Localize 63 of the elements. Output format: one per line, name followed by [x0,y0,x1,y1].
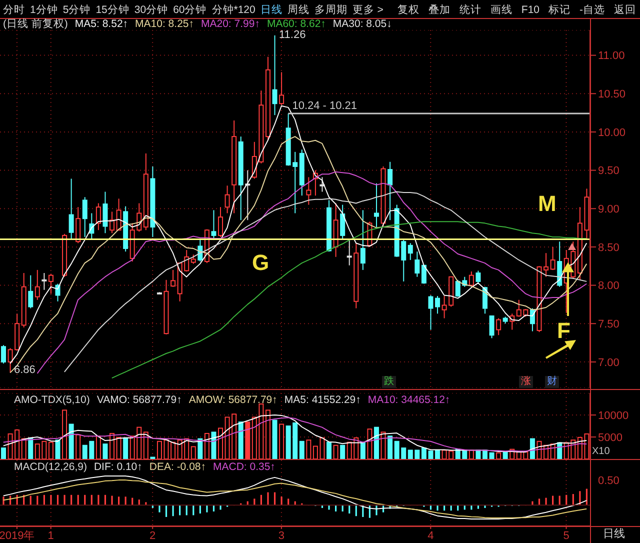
y-tick-label: 10.50 [598,88,626,101]
y-tick-label: 10000 [598,410,629,422]
text: 周线 [287,4,310,16]
x-tick-label: 5 [563,530,570,542]
annotation: MA10: 8.25↑ [135,18,194,30]
y-tick-label: 11.00 [598,50,625,62]
chart-title: MACD(12,26,9) [14,461,87,473]
text: 5分钟 [62,4,91,16]
text: X10 [592,446,610,457]
text: 15分钟 [96,4,130,16]
annotation: 11.26 [279,29,306,41]
text: 1分钟 [30,4,58,16]
annotation: MA5: 41552.29↑ [284,394,361,406]
text: DIF: 0.10↑ [94,461,142,473]
text: 分钟*120 [212,4,256,16]
text: 返回 [614,4,636,16]
y-tick-label: 9.50 [598,165,620,178]
text: 0.50 [598,475,620,487]
text: 画线 [490,4,512,16]
annotation: MA60: 8.62↑ [266,18,326,30]
annotation: M [538,191,556,216]
y-tick-label: 7.00 [598,356,620,369]
annotation: 涨 [519,376,533,388]
text: 复权 [397,4,420,16]
y-tick-label: 10.00 [598,126,626,139]
y-tick-label: 5000 [598,432,622,444]
annotation: 跌 [382,376,396,388]
annotation: (日线 前复权) [3,18,68,30]
annotation: AMOW: 56877.79↑ [188,394,278,406]
text: 分时 [3,4,25,16]
text: MACD: 0.35↑ [213,461,276,473]
text: F10 [521,4,540,16]
y-tick-label: 9.00 [598,204,620,216]
annotation: MA10: 34465.12↑ [368,394,450,406]
ref-line-label: 10.24 - 10.21 [292,100,358,112]
text: 30分钟 [134,4,168,16]
text: 60分钟 [173,4,207,16]
y-tick-label: 7.50 [598,318,620,331]
annotation: 财 [545,376,559,388]
x-tick-label: 2019年 [0,530,35,542]
annotation: MA20: 7.99↑ [201,18,260,30]
annotation: F [557,318,570,343]
annotation: MA5: 8.52↑ [74,18,128,30]
text: 日线 [260,4,282,16]
x-tick-label: 2 [150,530,156,542]
x-tick-label: 1 [48,530,54,542]
text: 统计 [459,4,482,16]
text: 多周期 [314,4,348,16]
annotation: 6.86 [14,364,36,376]
text: 日线 [603,528,625,540]
annotation: VAMO: 56877.79↑ [96,394,182,406]
text: 叠加 [428,4,450,16]
text: -自选 [580,4,605,16]
y-tick-label: 8.00 [598,280,620,292]
chart-title: AMO-TDX(5,10) [14,394,90,406]
x-tick-label: 3 [278,530,284,542]
x-tick-label: 4 [428,530,434,542]
annotation: MA30: 8.05↓ [332,18,392,30]
y-tick-label: 8.50 [598,242,620,254]
text: 标记 [548,4,570,16]
text: 更多 > [352,4,384,16]
annotation: G [252,250,270,275]
text: DEA: -0.08↑ [149,461,206,473]
